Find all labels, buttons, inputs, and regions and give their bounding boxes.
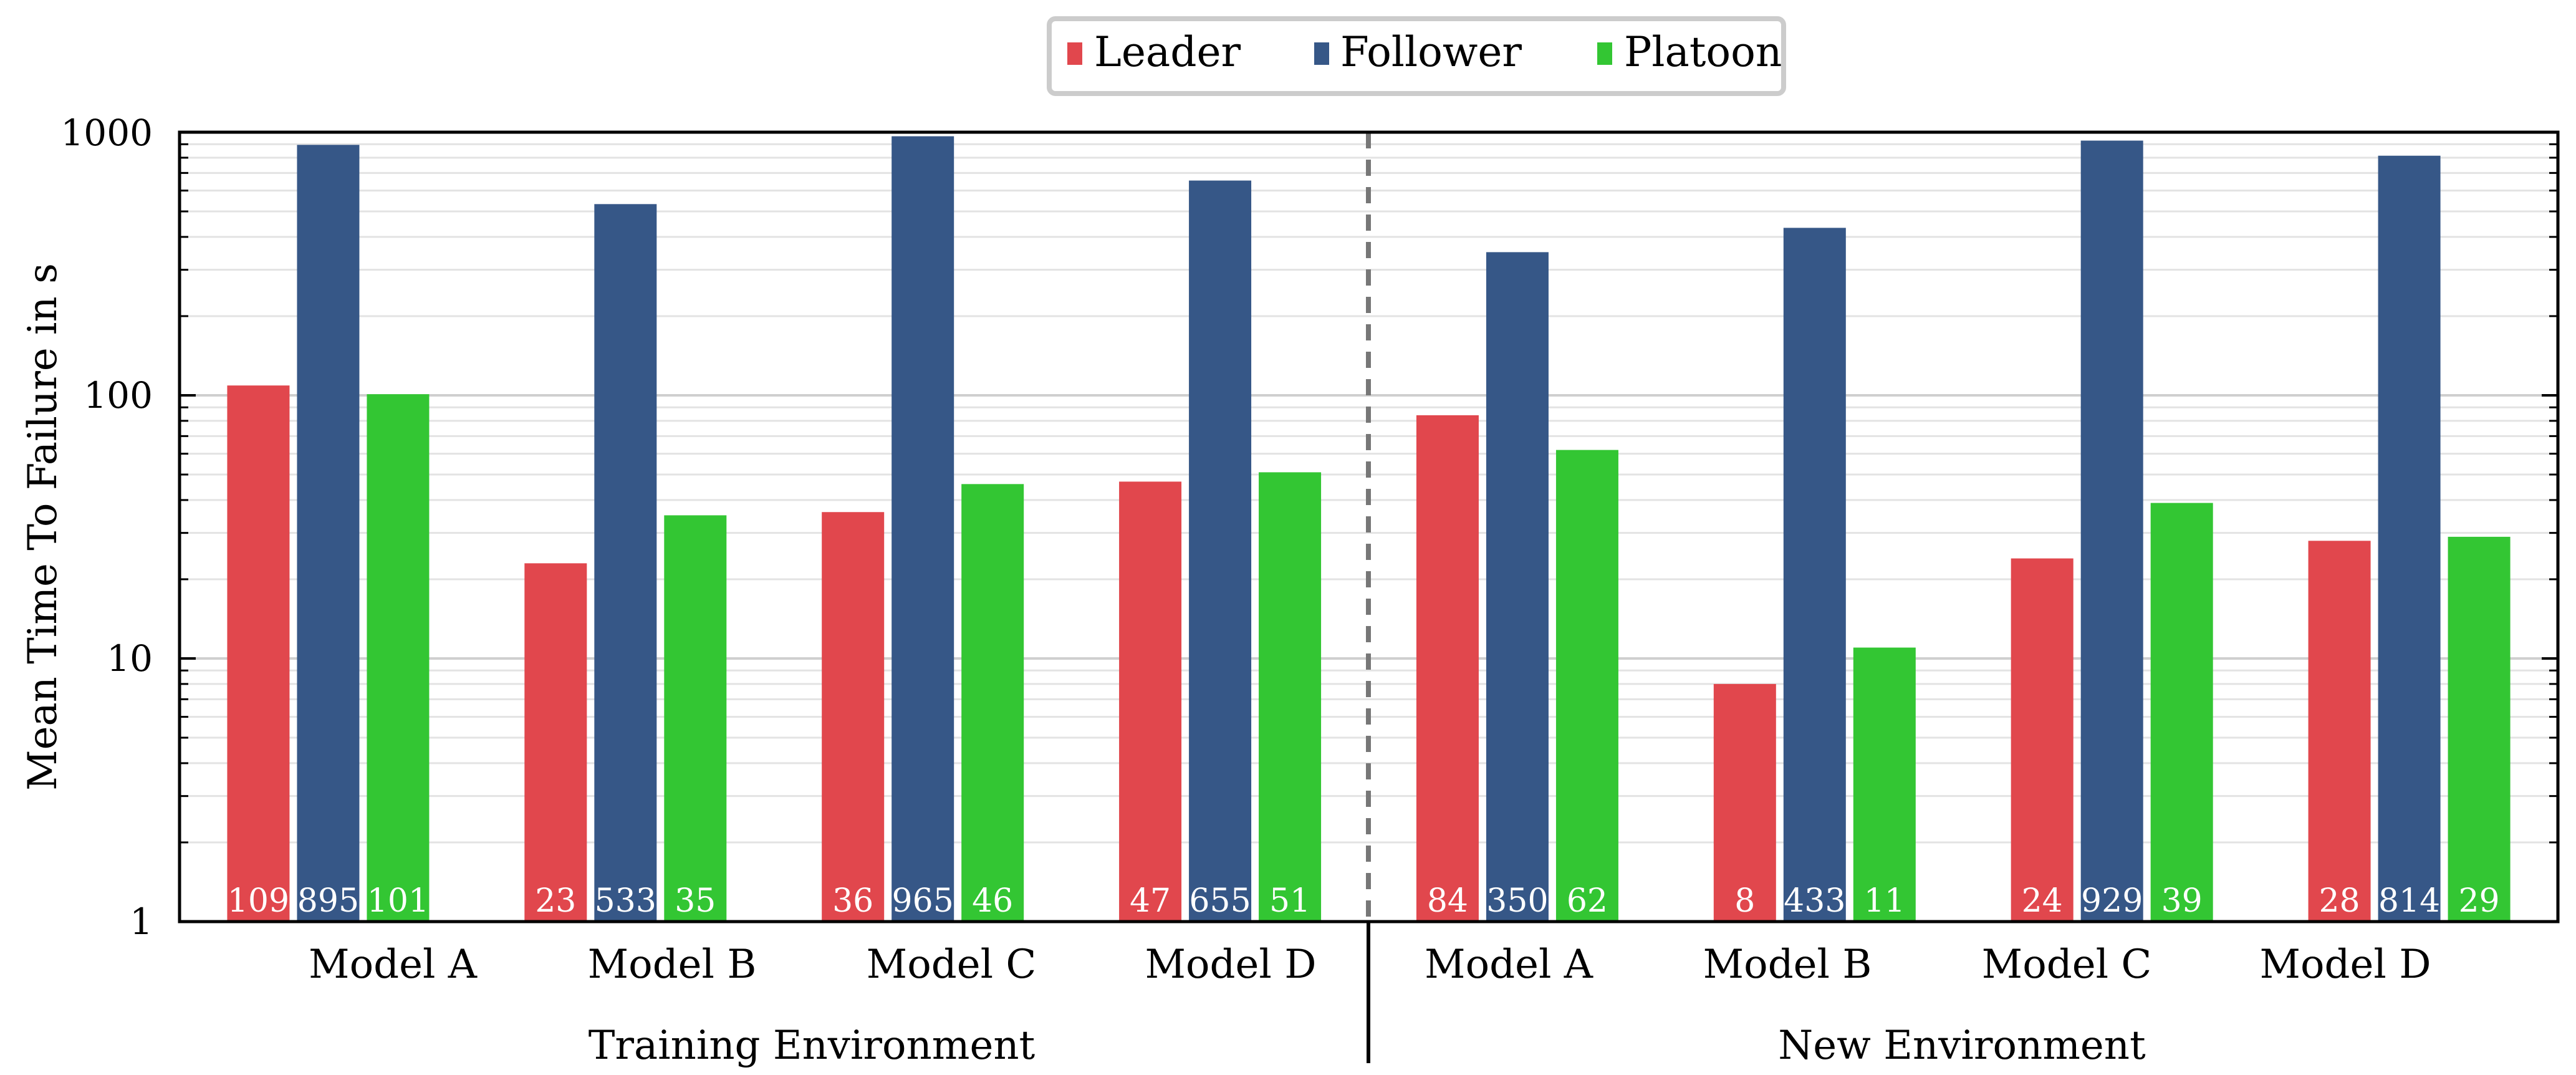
bar-follower bbox=[892, 136, 954, 922]
bar-follower bbox=[1189, 180, 1252, 922]
bar-value-label-follower: 965 bbox=[892, 882, 954, 920]
bar-value-label-leader: 109 bbox=[228, 882, 289, 920]
bar-value-label-follower: 655 bbox=[1189, 882, 1251, 920]
y-tick-label: 1000 bbox=[60, 112, 153, 154]
bar-value-label-leader: 28 bbox=[2319, 882, 2360, 920]
bar-leader bbox=[1416, 415, 1479, 922]
bar-follower bbox=[594, 204, 657, 922]
x-category-label: Model D bbox=[1145, 942, 1316, 988]
y-axis-title: Mean Time To Failure in s bbox=[20, 263, 66, 791]
bar-leader bbox=[524, 563, 587, 922]
group-label-training: Training Environment bbox=[589, 1023, 1036, 1069]
bar-value-label-follower: 533 bbox=[595, 882, 656, 920]
legend-swatch-platoon bbox=[1597, 42, 1612, 65]
bar-follower bbox=[2378, 155, 2441, 922]
bar-leader bbox=[2308, 541, 2371, 922]
legend-box bbox=[1047, 16, 1786, 96]
bar-value-label-leader: 47 bbox=[1130, 882, 1171, 920]
bar-value-label-leader: 84 bbox=[1427, 882, 1468, 920]
bar-leader bbox=[227, 385, 290, 922]
bar-value-label-platoon: 46 bbox=[972, 882, 1013, 920]
bar-value-label-leader: 24 bbox=[2022, 882, 2063, 920]
bar-platoon bbox=[1555, 450, 1618, 922]
bar-leader bbox=[2011, 558, 2074, 922]
y-tick-label: 1 bbox=[130, 900, 153, 943]
bar-follower bbox=[1783, 228, 1846, 922]
x-category-label: Model C bbox=[867, 942, 1037, 988]
bar-value-label-follower: 350 bbox=[1486, 882, 1548, 920]
y-axis-tick-labels: 1 10 100 1000 bbox=[60, 112, 153, 943]
x-category-label: Model B bbox=[588, 942, 757, 988]
bar-platoon bbox=[2150, 503, 2213, 922]
x-category-label: Model C bbox=[1982, 942, 2152, 988]
bar-value-labels: 109 895 101 23 533 35 36 965 46 47 655 51 84 350 62 8 43… bbox=[228, 882, 2500, 920]
y-tick-label: 10 bbox=[107, 637, 153, 680]
bar-value-label-leader: 8 bbox=[1734, 882, 1755, 920]
axis-ticks bbox=[180, 131, 2558, 923]
x-category-label: Model A bbox=[1425, 942, 1593, 988]
bar-value-label-follower: 895 bbox=[297, 882, 359, 920]
bar-platoon bbox=[961, 484, 1024, 922]
bar-value-label-platoon: 39 bbox=[2161, 882, 2203, 920]
bar-platoon bbox=[1259, 472, 1322, 922]
bar-platoon bbox=[2448, 536, 2511, 922]
bar-value-label-platoon: 62 bbox=[1567, 882, 1608, 920]
bar-value-label-platoon: 29 bbox=[2458, 882, 2499, 920]
legend-swatch-leader bbox=[1067, 42, 1082, 65]
legend-label-leader: Leader bbox=[1094, 28, 1241, 76]
x-axis-category-labels: Model A Model B Model C Model D Model A … bbox=[309, 942, 2431, 988]
bar-value-label-follower: 814 bbox=[2378, 882, 2440, 920]
bar-value-label-platoon: 51 bbox=[1269, 882, 1310, 920]
bar-platoon bbox=[664, 515, 727, 922]
bar-follower bbox=[1486, 252, 1549, 922]
bar-value-label-platoon: 101 bbox=[367, 882, 429, 920]
bar-follower bbox=[2080, 140, 2143, 922]
bar-value-label-leader: 23 bbox=[535, 882, 576, 920]
legend-swatch-follower bbox=[1314, 42, 1329, 65]
bar-platoon bbox=[1853, 647, 1916, 922]
legend-label-follower: Follower bbox=[1340, 28, 1522, 76]
bar-value-label-follower: 929 bbox=[2081, 882, 2143, 920]
bar-value-label-platoon: 11 bbox=[1864, 882, 1905, 920]
y-tick-label: 100 bbox=[84, 374, 153, 417]
group-label-new: New Environment bbox=[1778, 1023, 2146, 1069]
bar-value-label-leader: 36 bbox=[832, 882, 873, 920]
bar-value-label-platoon: 35 bbox=[675, 882, 716, 920]
x-category-label: Model A bbox=[309, 942, 478, 988]
legend: Leader Follower Platoon bbox=[1047, 16, 1786, 96]
bar-leader bbox=[1119, 481, 1182, 922]
bar-leader bbox=[1713, 683, 1776, 922]
bar-value-label-follower: 433 bbox=[1784, 882, 1845, 920]
legend-label-platoon: Platoon bbox=[1624, 28, 1782, 76]
bar-platoon bbox=[367, 394, 430, 922]
x-category-label: Model B bbox=[1703, 942, 1872, 988]
plot-area: 109 895 101 23 533 35 36 965 46 47 655 51 84 350 62 8 43… bbox=[178, 130, 2560, 923]
bar-follower bbox=[297, 145, 360, 922]
bar-leader bbox=[822, 512, 885, 922]
x-category-label: Model D bbox=[2259, 942, 2431, 988]
bars bbox=[227, 136, 2511, 922]
